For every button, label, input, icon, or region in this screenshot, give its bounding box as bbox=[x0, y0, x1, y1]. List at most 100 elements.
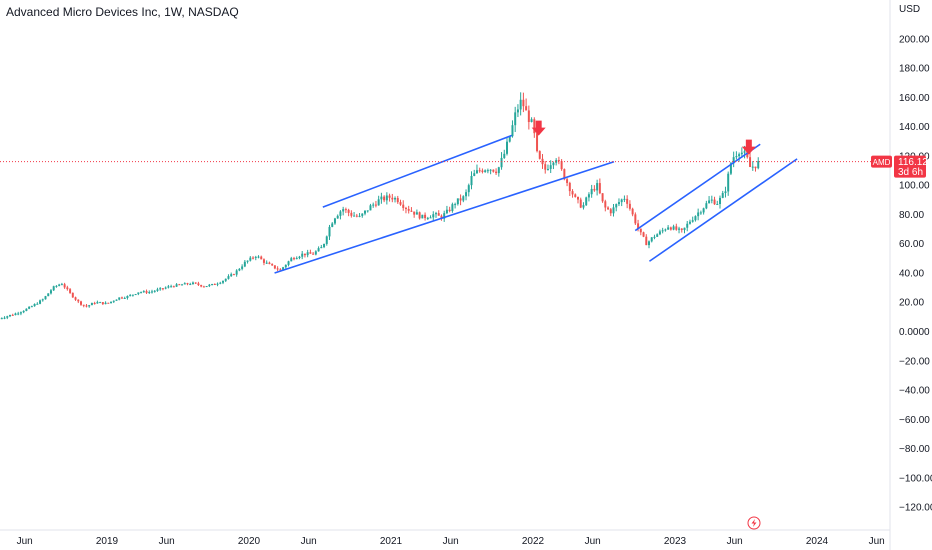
candle-body bbox=[323, 243, 326, 248]
candle-body bbox=[426, 217, 429, 219]
candle-body bbox=[197, 283, 200, 286]
candle-body bbox=[448, 209, 451, 212]
candle-body bbox=[213, 284, 216, 286]
candle-body bbox=[252, 257, 255, 259]
candle-body bbox=[44, 296, 47, 300]
y-tick-label: 180.00 bbox=[899, 64, 930, 75]
candle-body bbox=[740, 152, 743, 155]
candle-body bbox=[598, 183, 601, 194]
candle-body bbox=[328, 226, 331, 237]
candle-body bbox=[235, 270, 238, 275]
candle-body bbox=[178, 284, 181, 286]
candle-body bbox=[14, 313, 17, 316]
candle-body bbox=[648, 241, 651, 246]
candle-body bbox=[52, 286, 55, 291]
candle-body bbox=[437, 213, 440, 216]
candle-body bbox=[93, 303, 96, 305]
candle-body bbox=[19, 312, 22, 314]
candle-body bbox=[265, 262, 268, 264]
candle-body bbox=[120, 297, 123, 299]
candle-body bbox=[727, 173, 730, 192]
candle-body bbox=[66, 287, 69, 290]
candle-body bbox=[110, 301, 113, 304]
candle-body bbox=[33, 303, 36, 307]
candle-body bbox=[492, 169, 495, 172]
candle-body bbox=[361, 213, 364, 216]
candle-body bbox=[607, 207, 610, 210]
candle-body bbox=[189, 284, 192, 286]
candle-body bbox=[522, 99, 525, 107]
y-tick-label: 0.0000 bbox=[899, 327, 930, 338]
candle-body bbox=[743, 151, 746, 153]
candle-body bbox=[604, 201, 607, 208]
candle-body bbox=[435, 213, 438, 215]
candle-body bbox=[751, 166, 754, 168]
trendline[interactable] bbox=[322, 134, 512, 208]
candle-body bbox=[497, 167, 500, 174]
candle-body bbox=[729, 163, 732, 174]
candle-body bbox=[500, 157, 503, 168]
candle-body bbox=[637, 223, 640, 229]
candle-body bbox=[615, 204, 618, 208]
trendline[interactable] bbox=[274, 161, 615, 274]
candle-body bbox=[295, 258, 298, 260]
candle-body bbox=[284, 264, 287, 268]
candle-body bbox=[415, 212, 418, 215]
candle-body bbox=[298, 256, 301, 259]
candle-body bbox=[88, 305, 91, 307]
candle-body bbox=[440, 215, 443, 219]
candle-body bbox=[107, 302, 110, 304]
candle-body bbox=[484, 170, 487, 172]
current-price-value: 116.12 bbox=[898, 157, 928, 168]
candle-body bbox=[571, 191, 574, 195]
candle-body bbox=[249, 257, 252, 261]
candle-body bbox=[708, 200, 711, 204]
current-price-tag bbox=[894, 155, 926, 178]
candle-body bbox=[454, 204, 457, 206]
candle-body bbox=[672, 226, 675, 230]
currency-label: USD bbox=[899, 4, 920, 15]
candle-body bbox=[489, 169, 492, 171]
x-tick-label: Jun bbox=[301, 536, 317, 547]
candle-body bbox=[377, 199, 380, 206]
trendline[interactable] bbox=[634, 143, 761, 232]
y-tick-label: −80.00 bbox=[899, 444, 930, 455]
trendline[interactable] bbox=[648, 158, 798, 262]
candle-body bbox=[80, 301, 83, 305]
candle-body bbox=[514, 112, 517, 126]
x-tick-label: 2022 bbox=[522, 536, 545, 547]
candle-body bbox=[634, 214, 637, 224]
symbol-tag bbox=[871, 155, 892, 168]
candle-body bbox=[39, 300, 42, 304]
candle-body bbox=[129, 295, 132, 297]
candle-body bbox=[183, 283, 186, 285]
candle-body bbox=[112, 300, 115, 302]
candle-body bbox=[101, 302, 104, 305]
candle-body bbox=[683, 227, 686, 231]
candle-body bbox=[680, 228, 683, 231]
candle-body bbox=[735, 156, 738, 158]
candle-body bbox=[391, 197, 394, 200]
candle-body bbox=[459, 198, 462, 201]
candle-body bbox=[617, 202, 620, 205]
candle-body bbox=[639, 228, 642, 233]
candle-body bbox=[161, 288, 164, 290]
candle-body bbox=[366, 210, 369, 212]
candle-body bbox=[421, 214, 424, 219]
candle-body bbox=[574, 194, 577, 197]
candle-body bbox=[145, 291, 148, 293]
candle-body bbox=[358, 215, 361, 217]
lightning-icon bbox=[751, 519, 757, 527]
candle-body bbox=[394, 198, 397, 200]
y-tick-label: 160.00 bbox=[899, 93, 930, 104]
candle-body bbox=[287, 261, 290, 265]
candle-body bbox=[342, 209, 345, 212]
y-tick-label: 100.00 bbox=[899, 181, 930, 192]
candle-body bbox=[90, 303, 93, 306]
candle-body bbox=[516, 109, 519, 113]
candle-body bbox=[9, 314, 12, 317]
candle-body bbox=[402, 204, 405, 208]
candle-body bbox=[593, 188, 596, 191]
candle-body bbox=[506, 141, 509, 154]
